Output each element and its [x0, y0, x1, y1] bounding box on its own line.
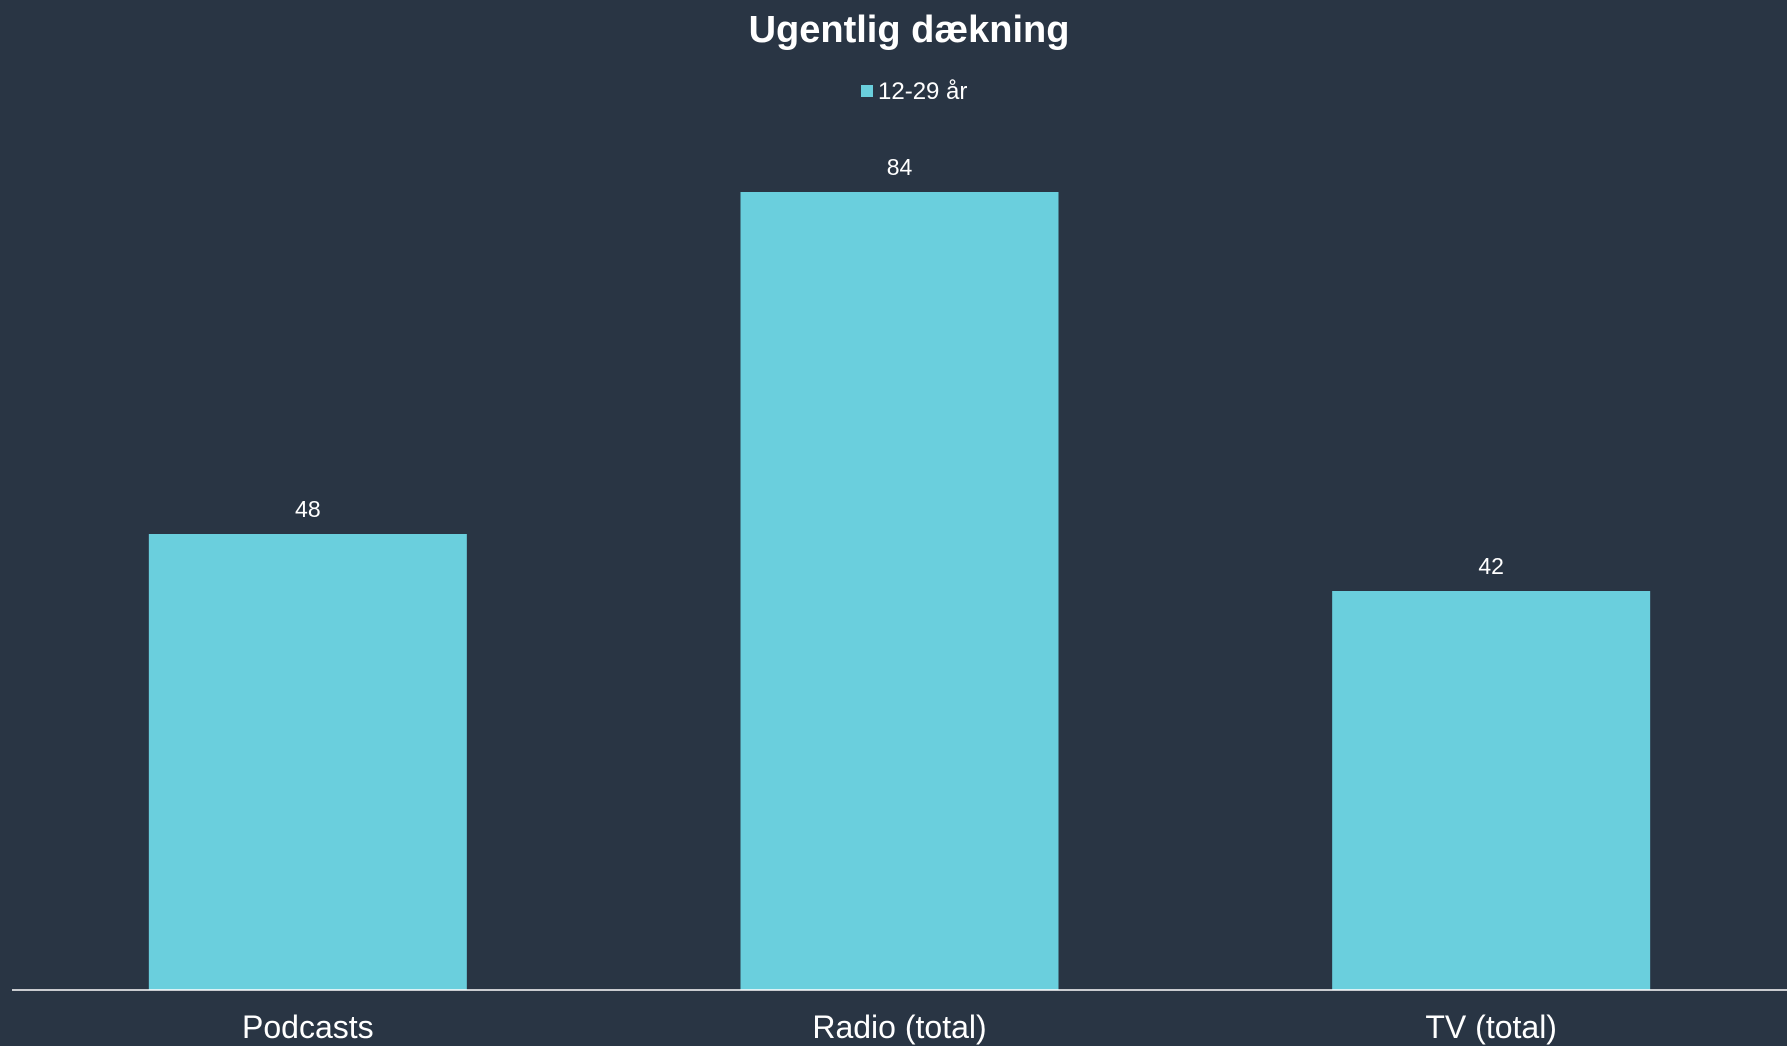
bars-group [148, 192, 1651, 990]
bar-radio-total [740, 192, 1059, 990]
legend-swatch [861, 85, 873, 97]
category-label: TV (total) [1425, 1009, 1557, 1045]
data-label: 42 [1478, 553, 1504, 579]
bar-podcasts [148, 534, 467, 990]
legend-label: 12-29 år [878, 78, 967, 105]
data-label: 84 [887, 154, 913, 180]
category-label: Radio (total) [812, 1009, 986, 1045]
chart-title: Ugentlig dækning [749, 9, 1070, 51]
category-label: Podcasts [242, 1009, 374, 1045]
bar-tv-total [1332, 591, 1651, 990]
data-label: 48 [295, 496, 321, 522]
category-labels-group: Podcasts Radio (total) TV (total) [242, 1009, 1557, 1045]
data-labels-group: 48 84 42 [295, 154, 1504, 579]
legend: 12-29 år [861, 78, 967, 105]
